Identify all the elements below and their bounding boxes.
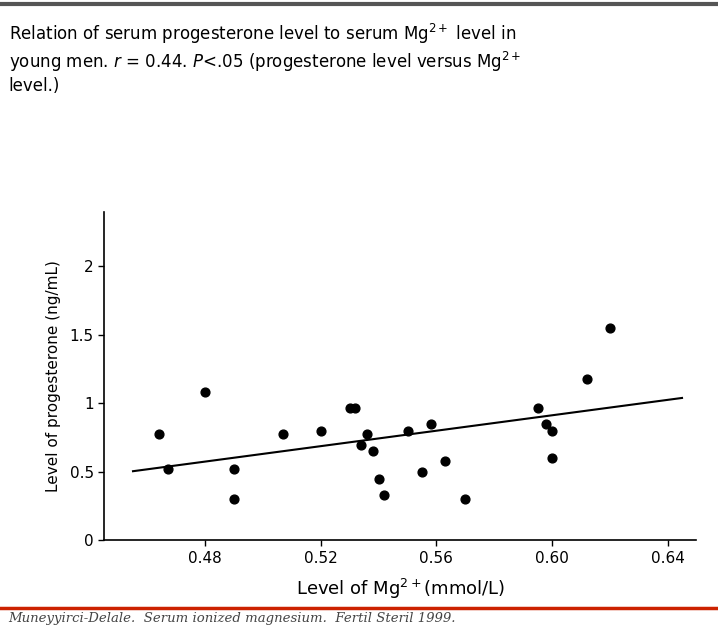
Point	[162, 464, 174, 474]
Point	[200, 387, 211, 398]
Point	[604, 323, 615, 333]
Point	[355, 439, 367, 449]
Text: Muneyyirci-Delale.  Serum ionized magnesium.  Fertil Steril 1999.: Muneyyirci-Delale. Serum ionized magnesi…	[9, 612, 456, 624]
Point	[402, 426, 414, 436]
X-axis label: Level of Mg$^{2+}$(mmol/L): Level of Mg$^{2+}$(mmol/L)	[296, 577, 505, 601]
Point	[532, 403, 544, 413]
Point	[546, 426, 558, 436]
Point	[378, 490, 390, 501]
Point	[153, 428, 164, 439]
Point	[350, 403, 361, 413]
Point	[581, 374, 592, 384]
Point	[425, 419, 437, 429]
Point	[228, 494, 240, 504]
Y-axis label: Level of progesterone (ng/mL): Level of progesterone (ng/mL)	[46, 260, 61, 492]
Point	[460, 494, 471, 504]
Point	[373, 474, 384, 484]
Point	[541, 419, 552, 429]
Point	[278, 428, 289, 439]
Point	[546, 453, 558, 463]
Point	[439, 456, 451, 466]
Point	[416, 467, 428, 477]
Point	[315, 426, 327, 436]
Point	[361, 428, 373, 439]
Text: Relation of serum progesterone level to serum Mg$^{2+}$ level in
young men. $r$ : Relation of serum progesterone level to …	[9, 22, 521, 95]
Point	[228, 464, 240, 474]
Point	[344, 403, 355, 413]
Point	[367, 446, 378, 456]
